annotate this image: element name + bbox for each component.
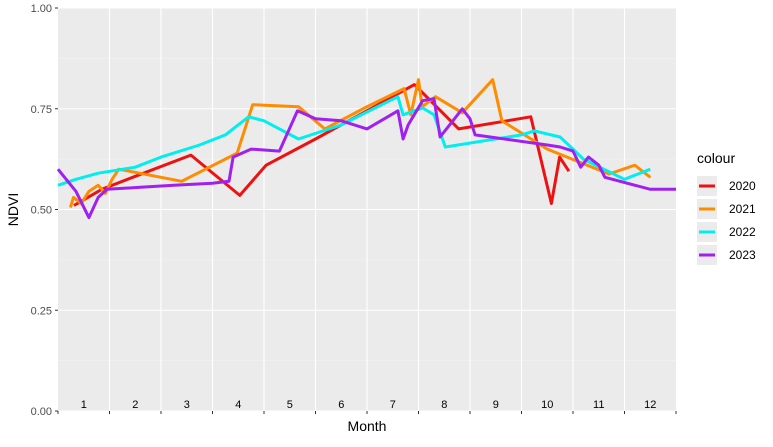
x-axis: 1 2 3 4 5 6 7 8 9 10 11 12 bbox=[57, 399, 677, 414]
y-tick-label: 1.00 bbox=[31, 3, 52, 15]
y-axis: 0.00 0.25 0.50 0.75 1.00 bbox=[31, 3, 58, 418]
x-tick-label: 9 bbox=[493, 399, 499, 411]
y-axis-title: NDVI bbox=[5, 193, 21, 226]
legend-label-2020: 2020 bbox=[729, 179, 756, 193]
x-axis-title: Month bbox=[348, 418, 387, 434]
x-tick-label: 6 bbox=[338, 399, 344, 411]
series-line-2022 bbox=[57, 95, 651, 187]
y-tick-label: 0.75 bbox=[31, 104, 52, 116]
x-tick-label: 7 bbox=[390, 399, 396, 411]
series-line-2021 bbox=[68, 78, 652, 208]
grid-lines bbox=[58, 7, 676, 412]
y-tick-label: 0.00 bbox=[31, 406, 52, 418]
x-tick-label: 3 bbox=[184, 399, 190, 411]
y-tick-label: 0.50 bbox=[31, 205, 52, 217]
x-tick-label: 11 bbox=[593, 399, 604, 411]
x-tick-label: 1 bbox=[81, 399, 87, 411]
legend-label-2021: 2021 bbox=[729, 202, 756, 216]
x-tick-label: 4 bbox=[235, 399, 241, 411]
x-tick-label: 5 bbox=[287, 399, 293, 411]
legend-label-2023: 2023 bbox=[729, 248, 756, 262]
x-tick-label: 12 bbox=[644, 399, 656, 411]
legend: colour 2020 2021 2022 2023 bbox=[697, 150, 756, 265]
y-tick-label: 0.25 bbox=[31, 305, 52, 317]
series-line-2023 bbox=[56, 97, 676, 220]
legend-label-2022: 2022 bbox=[729, 225, 756, 239]
legend-title: colour bbox=[697, 150, 735, 166]
x-tick-label: 2 bbox=[132, 399, 138, 411]
series-lines bbox=[56, 78, 676, 220]
x-tick-label: 10 bbox=[541, 399, 553, 411]
x-tick-label: 8 bbox=[441, 399, 447, 411]
